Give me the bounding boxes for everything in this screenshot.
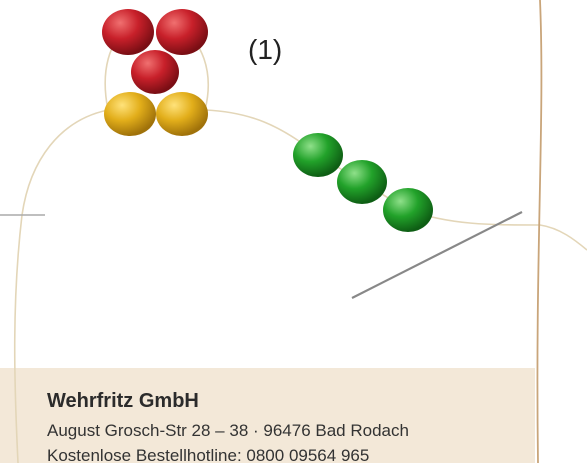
hotline: Kostenlose Bestellhotline: 0800 09564 96… [47, 446, 370, 463]
address: August Grosch-Str 28 – 38 · 96476 Bad Ro… [47, 421, 409, 440]
footer-box [0, 368, 535, 463]
needle [351, 211, 523, 299]
beads [102, 9, 433, 232]
step-label: (1) [248, 34, 283, 65]
company-name: Wehrfritz GmbH [47, 390, 199, 412]
